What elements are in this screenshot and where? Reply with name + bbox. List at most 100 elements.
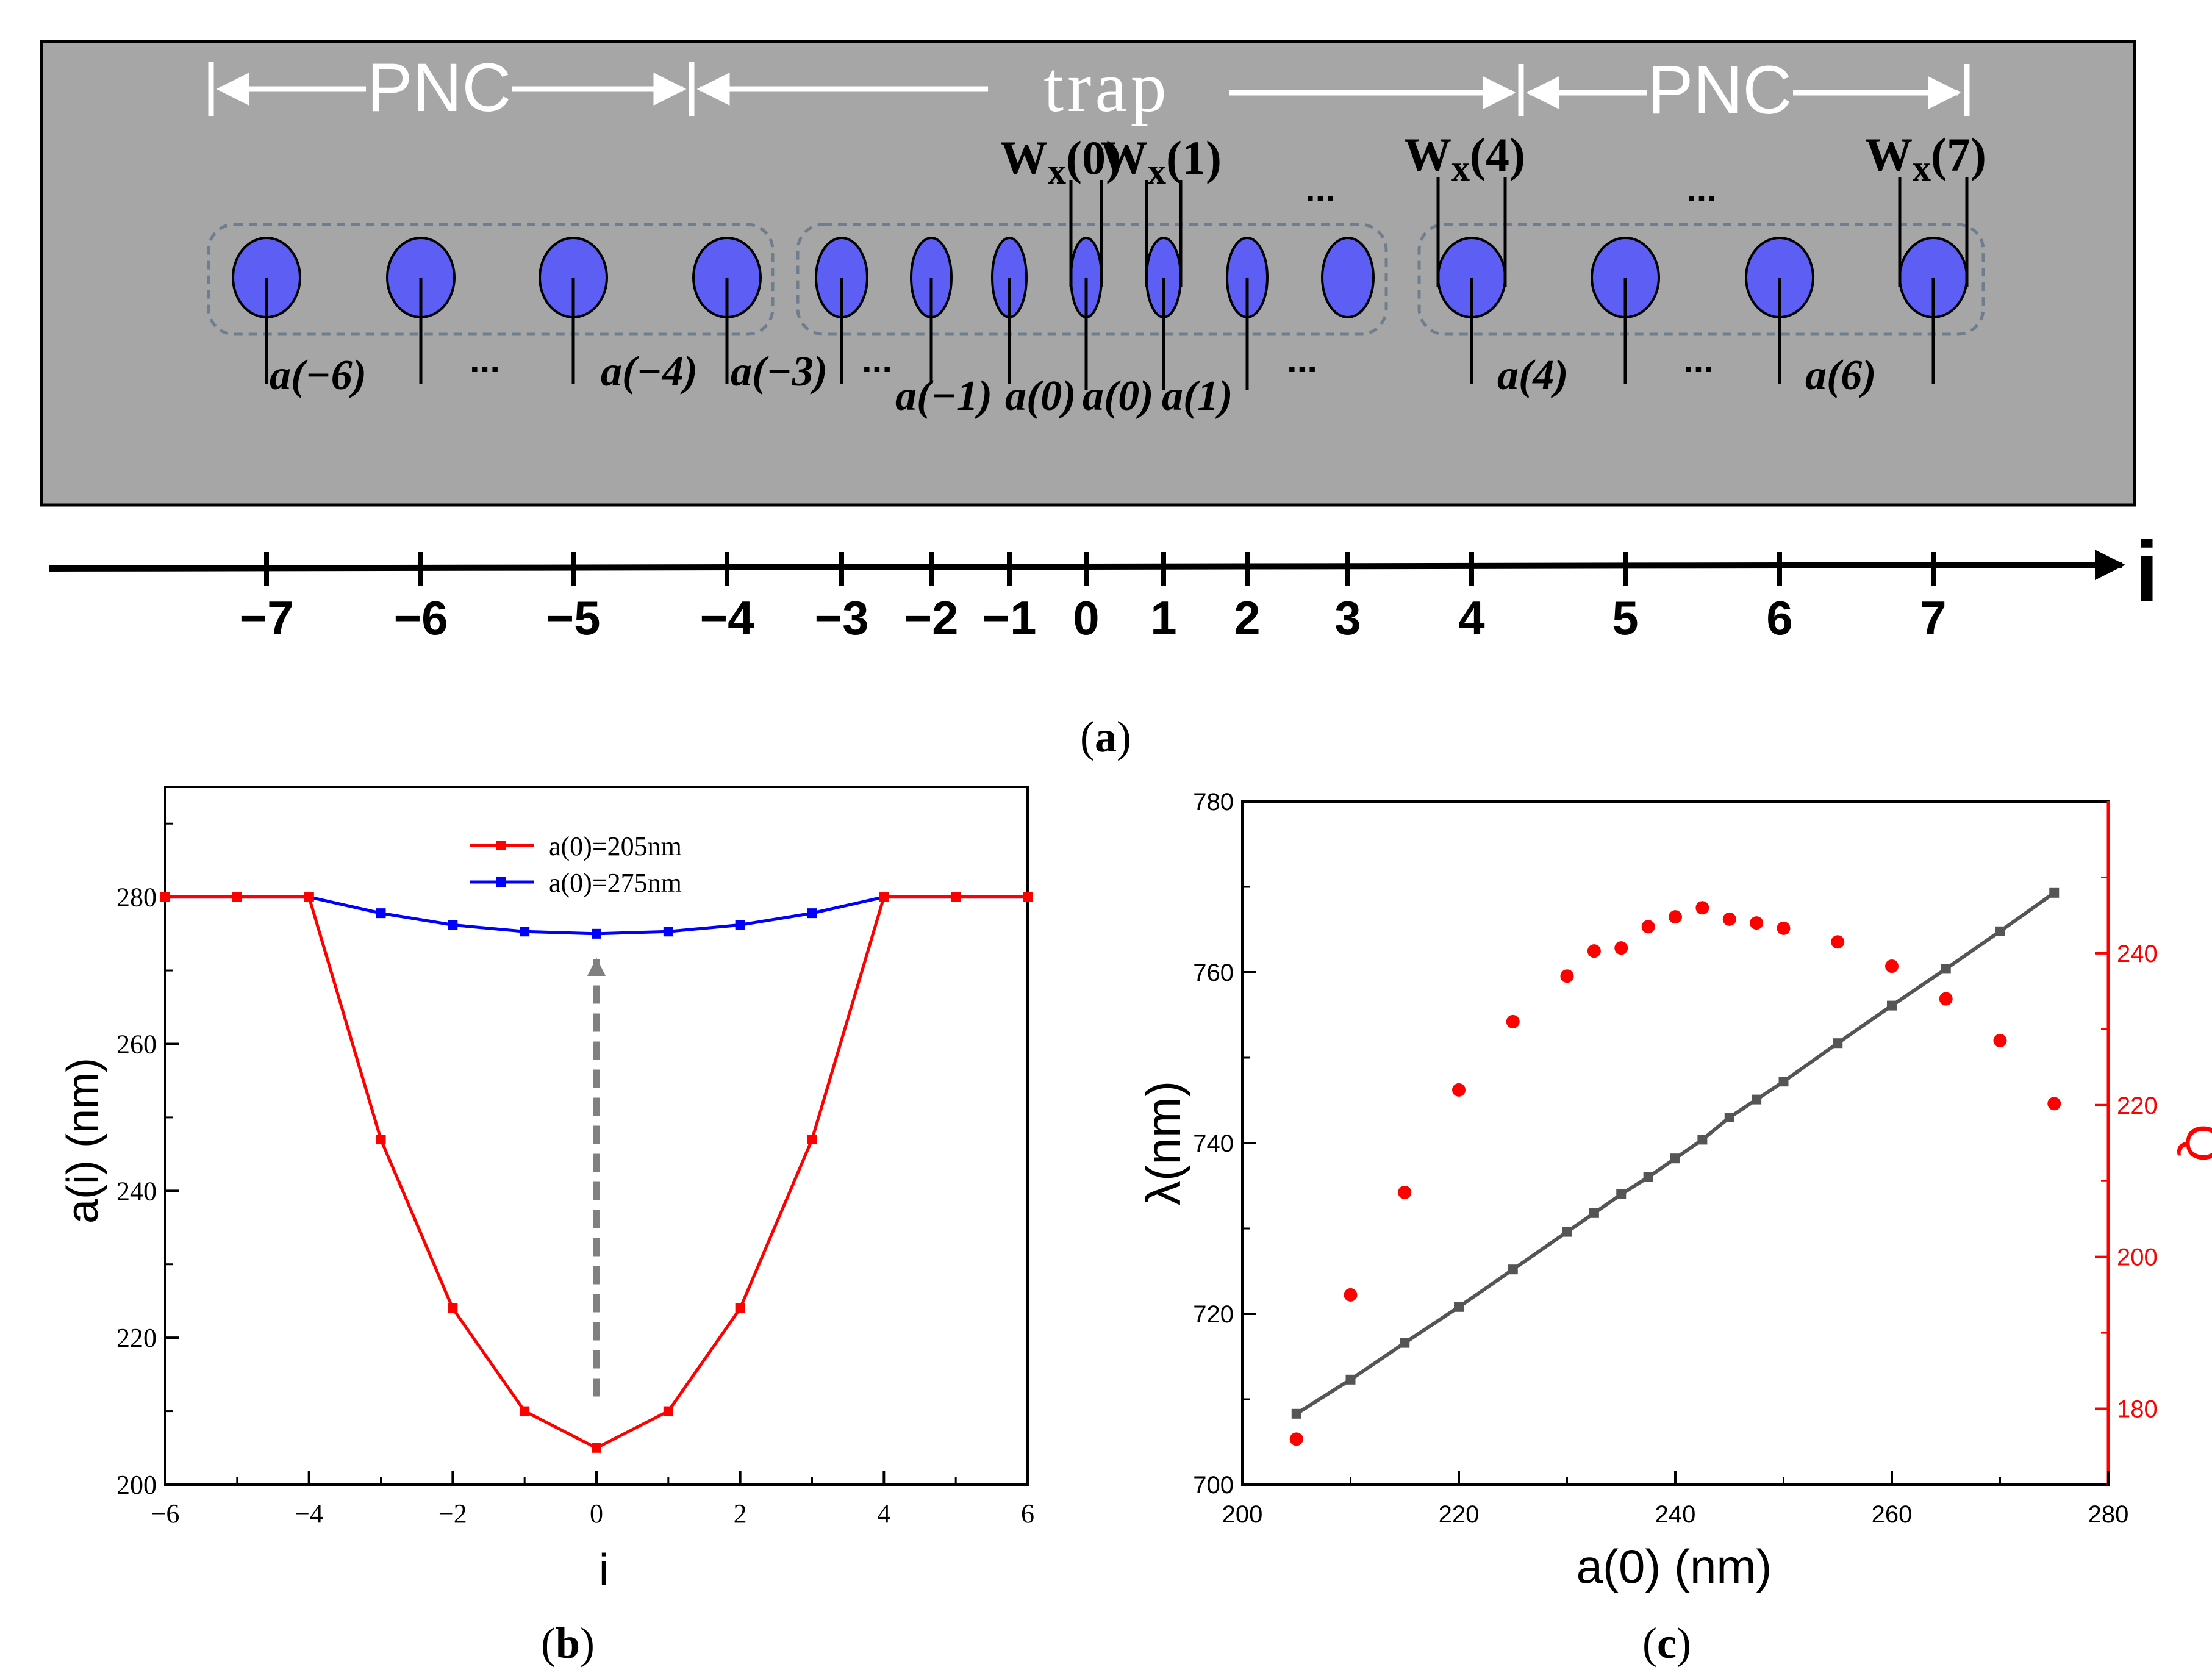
i-axis-ticks: −7 −6 −5 −4 −3 −2 −1 0 1 2 3 4 5 6 7: [240, 552, 1947, 645]
chart-c-lambda-point: [1778, 1077, 1789, 1087]
ellipsis: ...: [470, 339, 500, 380]
period-label: a(4): [1497, 352, 1569, 399]
chart-b-data-point: [376, 1135, 386, 1145]
chart-b-data-point: [304, 892, 314, 902]
chart-b-y-tick-label: 280: [116, 883, 157, 913]
chart-b-caption: (b): [541, 1619, 595, 1668]
chart-c-q-point: [1669, 910, 1682, 924]
hole: [1321, 237, 1375, 318]
width-label-0: Wx(0): [1000, 131, 1122, 192]
chart-b-data-point: [879, 892, 889, 902]
chart-c-lambda-point: [1589, 1208, 1599, 1218]
chart-c-q-point: [1939, 992, 1953, 1006]
chart-b-data-point: [592, 928, 601, 939]
chart-c-q-point: [1885, 959, 1899, 973]
period-label: a(6): [1805, 352, 1877, 399]
chart-c-q-point: [1641, 920, 1655, 934]
chart-c-y-tick-label: 760: [1193, 959, 1234, 986]
chart-b-data-point: [376, 908, 386, 919]
chart-b-data-point: [232, 892, 242, 902]
chart-b-y-tick-label: 240: [116, 1176, 157, 1206]
i-axis-tick-label: 7: [1920, 591, 1946, 645]
group-box-trap: [796, 223, 1388, 336]
chart-b-x-tick-label: 0: [590, 1499, 603, 1529]
chart-c-x-tick-label: 200: [1222, 1501, 1263, 1528]
chart-b-data-point: [520, 927, 530, 937]
chart-c-q-point: [1398, 1185, 1412, 1199]
chart-b-x-label: i: [599, 1546, 609, 1594]
chart-c-lambda-point: [1697, 1135, 1708, 1145]
chart-b-legend-label: a(0)=205nm: [549, 831, 682, 861]
ellipsis: ...: [862, 339, 892, 380]
panel-c-chart: 200 220 240 260 280 700 720 740 760 780 180 200 220 2…: [1136, 789, 2212, 1668]
chart-c-lambda-point: [2049, 887, 2060, 898]
period-label: a(0): [1005, 373, 1076, 420]
chart-c-q-point: [1506, 1014, 1520, 1028]
chart-c-y-tick-label: 780: [1193, 789, 1234, 816]
chart-c-y2-tick-label: 180: [2117, 1396, 2158, 1423]
i-axis-tick-label: 5: [1612, 591, 1638, 645]
chart-b-x-tick-label: −4: [295, 1499, 323, 1529]
chart-c-y2-tick-label: 240: [2117, 941, 2158, 967]
chart-c-q-point: [1993, 1034, 2007, 1047]
panel-a-caption: (a): [1080, 712, 1131, 761]
i-axis-tick-label: −3: [815, 591, 869, 645]
chart-c-q-point: [1587, 944, 1601, 958]
chart-c-plot-area: [1241, 800, 2110, 1486]
chart-b-data-point: [448, 1303, 458, 1313]
chart-b-data-point: [448, 920, 458, 930]
chart-c-lambda-point: [1562, 1227, 1572, 1237]
width-label-4: Wx(4): [1404, 128, 1525, 188]
chart-c-q-point: [1344, 1288, 1358, 1302]
i-axis-tick-label: 0: [1073, 591, 1099, 645]
chart-c-y2-tick-label: 200: [2117, 1244, 2158, 1271]
chart-c-lambda-point: [1616, 1189, 1627, 1199]
chart-c-x-tick-label: 220: [1439, 1501, 1480, 1528]
i-axis-tick-label: 2: [1234, 591, 1260, 645]
chart-b-data-point: [951, 892, 961, 902]
i-axis-label: i: [2135, 523, 2159, 619]
chart-b-data-point: [735, 1303, 745, 1313]
chart-b-legend-marker: [496, 877, 506, 887]
chart-c-lambda-point: [1752, 1094, 1762, 1105]
i-axis-tick-label: 3: [1334, 591, 1361, 645]
chart-c-x-label: a(0) (nm): [1577, 1540, 1772, 1593]
group-box-right-pnc: [1417, 223, 1985, 336]
chart-b-y-tick-label: 260: [116, 1029, 157, 1059]
chart-c-lambda-point: [1454, 1302, 1464, 1312]
chart-b-legend-label: a(0)=275nm: [549, 868, 682, 898]
chart-c-lambda-point: [1291, 1408, 1301, 1419]
i-axis-tick-label: −4: [700, 591, 754, 645]
chart-b-data-point: [807, 1135, 817, 1145]
chart-c-q-point: [1831, 935, 1845, 949]
chart-c-caption: (c): [1642, 1619, 1691, 1668]
chart-b-data-point: [663, 927, 673, 937]
panel-a: PNC trap PNC: [40, 40, 2159, 761]
chart-b-x-tick-label: 6: [1021, 1499, 1034, 1529]
period-label: a(−1): [895, 373, 992, 420]
period-label: a(1): [1162, 373, 1233, 420]
region-label-right-pnc: PNC: [1648, 52, 1792, 128]
chart-c-lambda-point: [1400, 1338, 1410, 1348]
width-label-7: Wx(7): [1865, 128, 1986, 188]
i-axis-tick-label: −6: [394, 591, 448, 645]
i-axis-tick-label: −2: [904, 591, 959, 645]
chart-b-data-point: [807, 908, 817, 919]
chart-b-data-point: [663, 1406, 673, 1416]
chart-c-lambda-point: [1643, 1172, 1653, 1182]
chart-c-y-tick-label: 720: [1193, 1301, 1234, 1328]
chart-b-x-tick-label: 2: [734, 1499, 747, 1529]
ellipsis: ...: [1305, 168, 1336, 209]
chart-c-q-point: [1452, 1083, 1466, 1097]
chart-c-q-point: [1289, 1432, 1303, 1446]
chart-c-q-point: [1750, 916, 1764, 930]
ellipsis: ...: [1683, 339, 1714, 380]
width-label-1: Wx(1): [1100, 131, 1222, 192]
chart-b-x-tick-label: −6: [151, 1499, 180, 1529]
chart-b-legend-marker: [496, 841, 506, 850]
chart-c-lambda-point: [1833, 1038, 1843, 1049]
group-box-left-pnc: [207, 223, 775, 336]
chart-c-q-point: [1614, 941, 1628, 955]
ellipsis: ...: [1287, 339, 1317, 380]
